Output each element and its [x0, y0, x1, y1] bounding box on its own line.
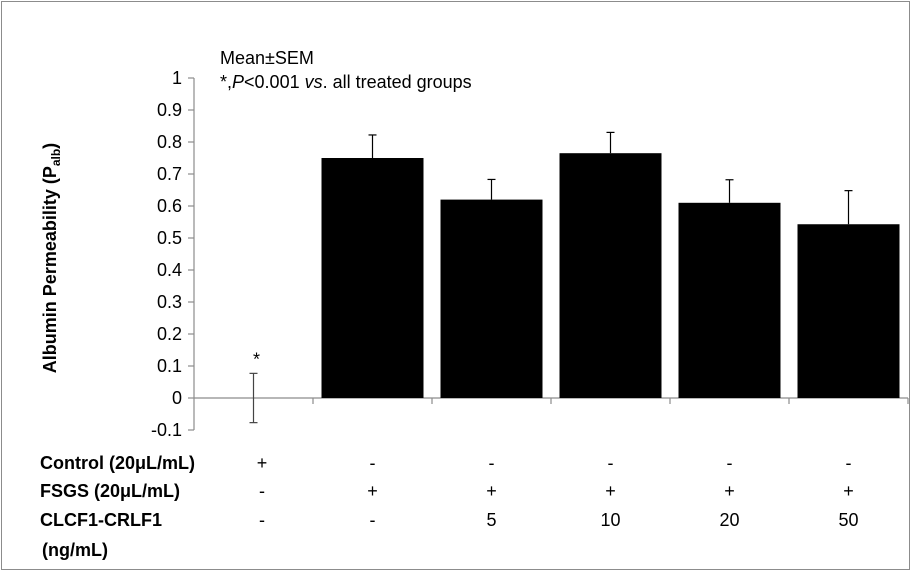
- table-cell: -: [259, 510, 265, 530]
- bar: [440, 199, 543, 398]
- table-cell: +: [367, 481, 378, 501]
- treatment-table: Control (20μL/mL) + - - - - - FSGS (20μL/mL) - + +…: [40, 453, 859, 560]
- y-tick-label: 0.3: [157, 292, 182, 312]
- table-cell: -: [370, 510, 376, 530]
- table-cell: -: [489, 453, 495, 473]
- y-tick-label: 0.6: [157, 196, 182, 216]
- y-tick-label: 0.8: [157, 132, 182, 152]
- table-cell: -: [846, 453, 852, 473]
- significance-marker: *: [253, 349, 260, 369]
- table-cell: -: [370, 453, 376, 473]
- y-tick-label: 0.5: [157, 228, 182, 248]
- y-tick-label: -0.1: [151, 420, 182, 440]
- bar: [678, 202, 781, 398]
- bar: [797, 224, 900, 398]
- bars: *: [249, 131, 900, 424]
- y-tick-label: 1: [172, 68, 182, 88]
- table-row-label: CLCF1-CRLF1: [40, 510, 162, 530]
- table-cell: +: [605, 481, 616, 501]
- table-cell: -: [259, 481, 265, 501]
- table-cell: 20: [719, 510, 739, 530]
- table-cell: +: [724, 481, 735, 501]
- y-axis-label: Albumin Permeability (Palb): [40, 143, 63, 373]
- y-tick-label: 0: [172, 388, 182, 408]
- table-cell: -: [727, 453, 733, 473]
- annotation-mean-sem: Mean±SEM: [220, 48, 314, 68]
- table-cell: 50: [838, 510, 858, 530]
- table-cell: +: [257, 453, 268, 473]
- bar: [321, 158, 424, 398]
- table-cell: -: [608, 453, 614, 473]
- bar: [559, 153, 662, 398]
- y-tick-label: 0.1: [157, 356, 182, 376]
- y-tick-label: 0.7: [157, 164, 182, 184]
- table-cell: 10: [600, 510, 620, 530]
- table-row-label: FSGS (20μL/mL): [40, 481, 180, 501]
- table-unit-label: (ng/mL): [42, 540, 108, 560]
- table-row-label: Control (20μL/mL): [40, 453, 195, 473]
- y-tick-label: 0.9: [157, 100, 182, 120]
- annotation-p-value: *,P<0.001 vs. all treated groups: [220, 72, 472, 92]
- y-tick-label: 0.2: [157, 324, 182, 344]
- table-cell: +: [843, 481, 854, 501]
- table-cell: +: [486, 481, 497, 501]
- y-tick-label: 0.4: [157, 260, 182, 280]
- table-cell: 5: [486, 510, 496, 530]
- y-axis: -0.1 0 0.1 0.2 0.3 0.4 0.5 0.6 0.7 0.8 0.9 1: [151, 68, 909, 440]
